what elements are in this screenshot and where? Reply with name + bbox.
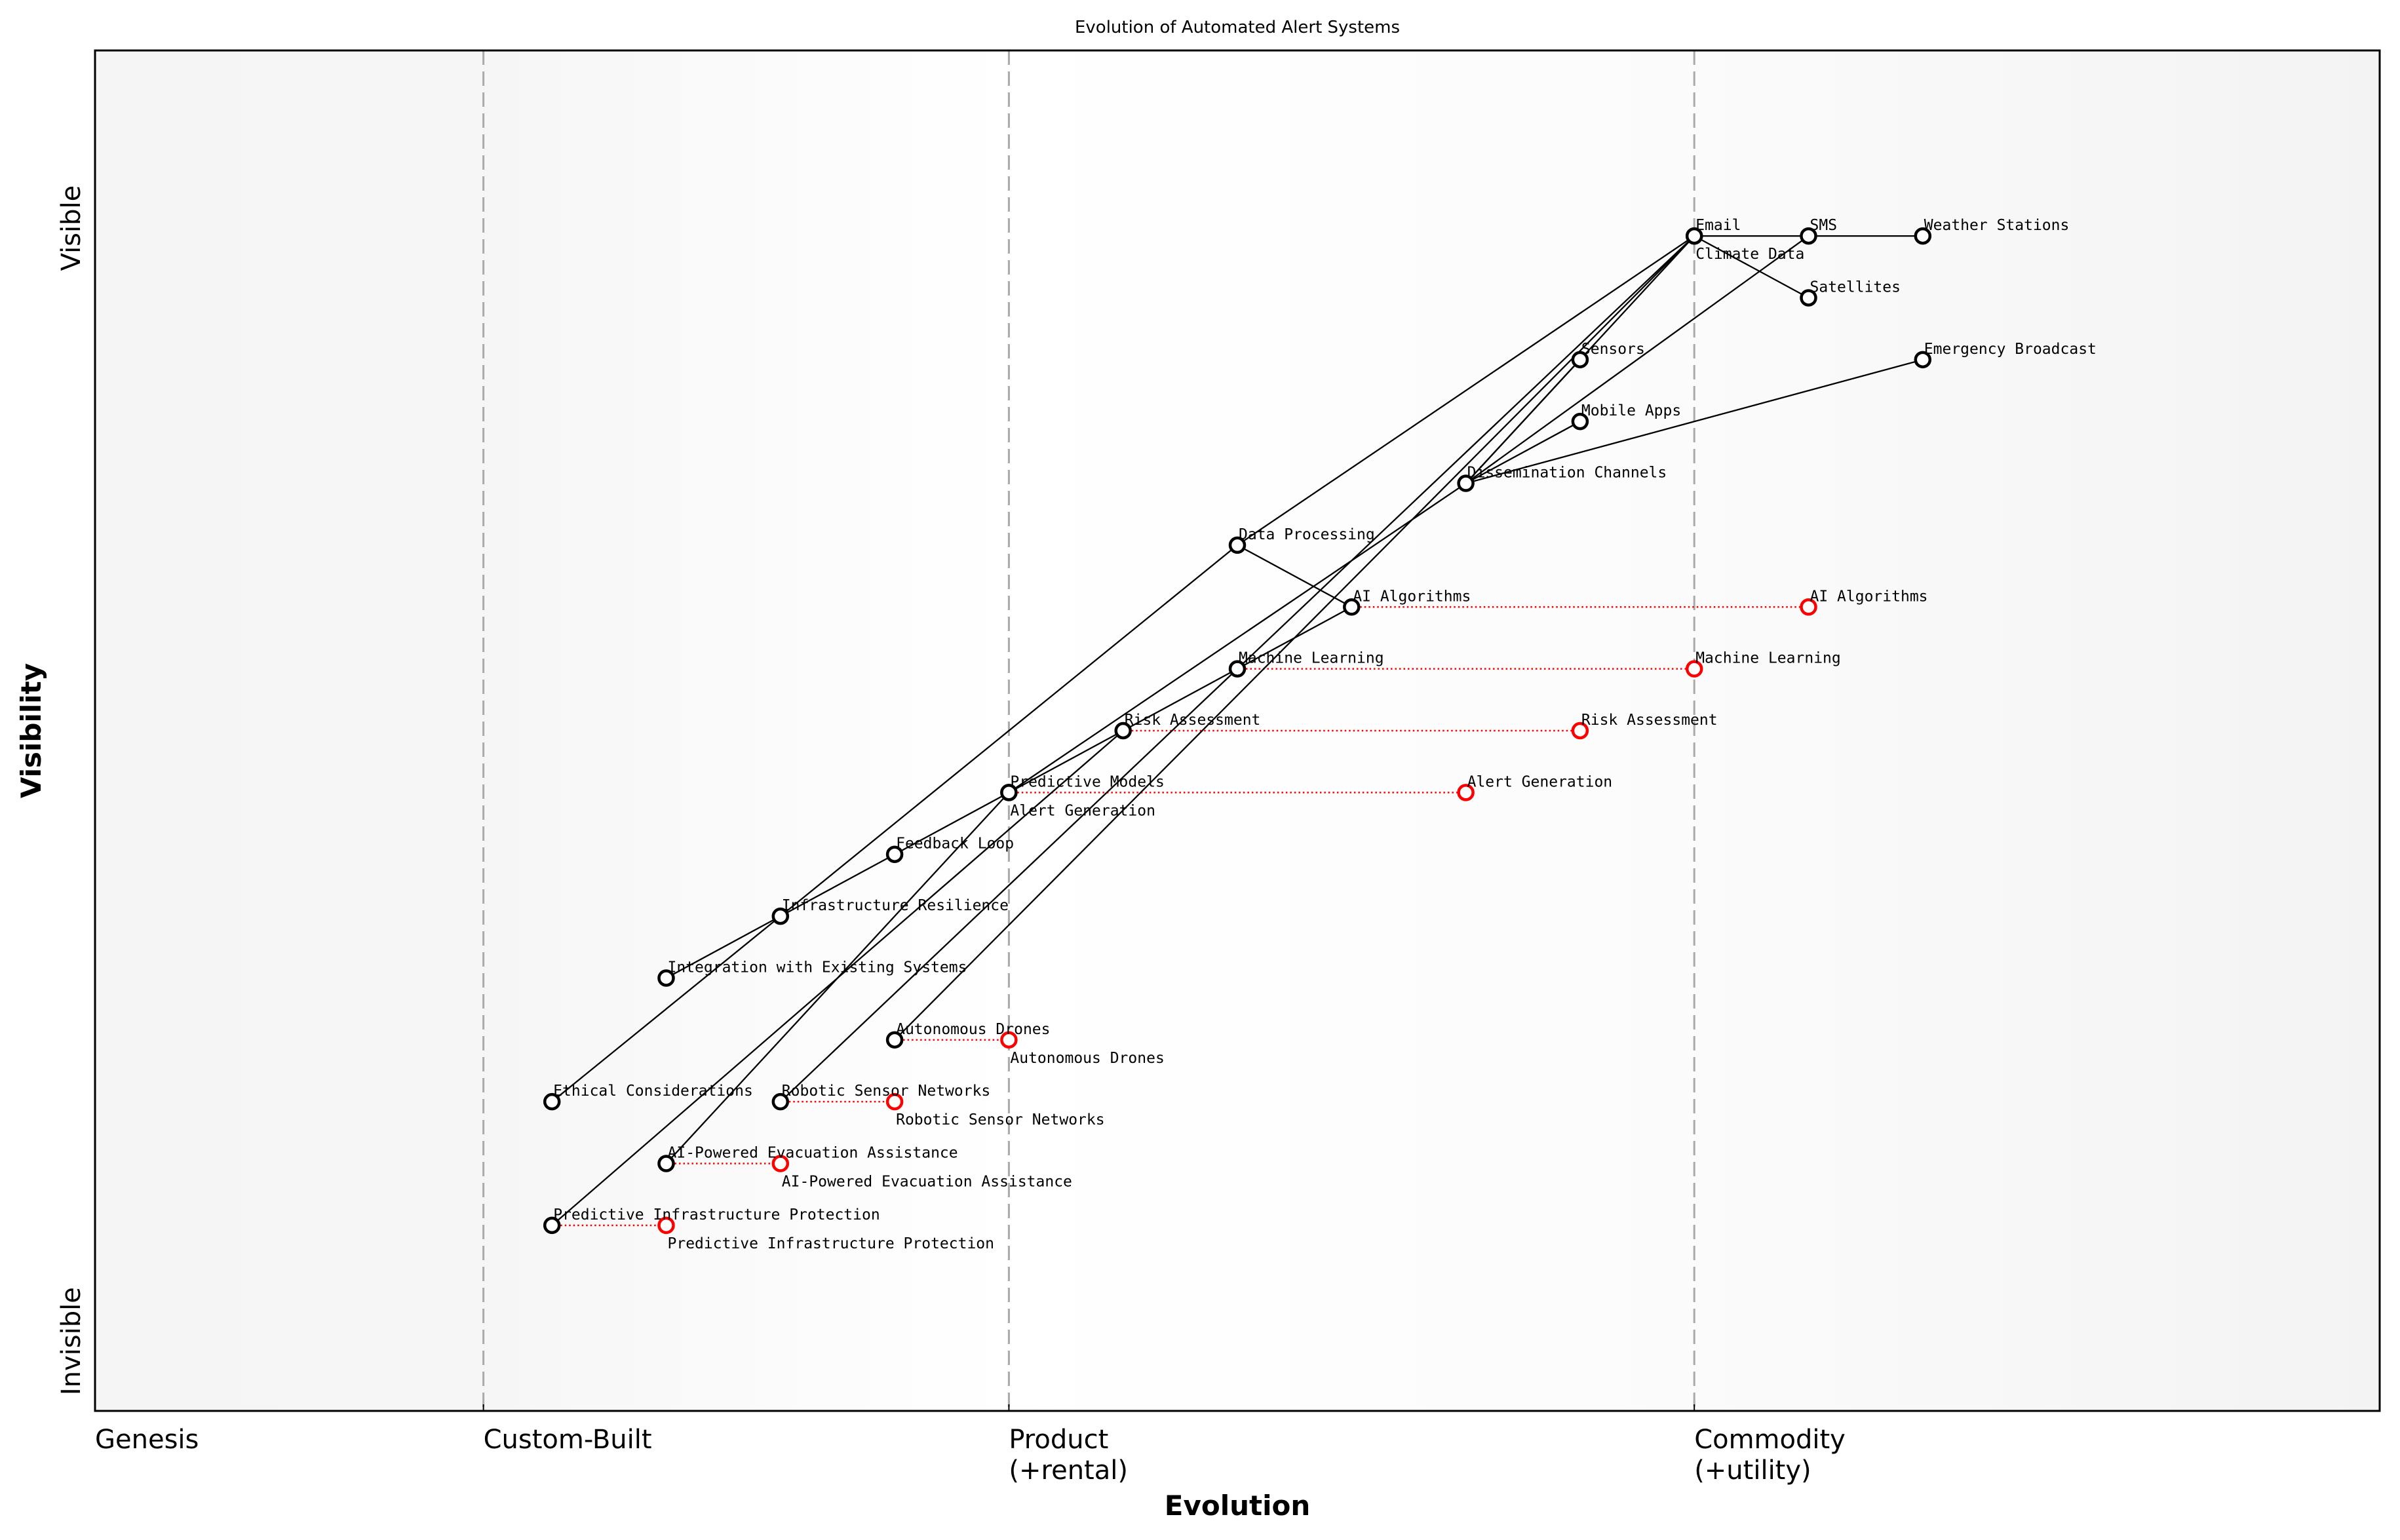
node-weather-stations	[1914, 227, 1932, 245]
label-alert-generation: Alert Generation	[1010, 802, 1155, 819]
y-tick-label-invisible: Invisible	[56, 1287, 87, 1395]
label-machine-learning: Machine Learning	[1239, 650, 1384, 667]
evolved-label-ai-powered-evacuation-assistance: AI-Powered Evacuation Assistance	[782, 1174, 1072, 1191]
evolved-node-machine-learning	[1685, 660, 1703, 678]
evolved-label-autonomous-drones: Autonomous Drones	[1010, 1050, 1164, 1067]
evolved-label-machine-learning: Machine Learning	[1695, 650, 1841, 667]
link-feedback-loop-to-predictive-models	[894, 792, 1009, 855]
label-climate-data: Climate Data	[1695, 246, 1804, 263]
label-sensors: Sensors	[1581, 341, 1645, 358]
label-feedback-loop: Feedback Loop	[896, 836, 1014, 853]
label-email: Email	[1695, 217, 1741, 234]
node-emergency-broadcast	[1914, 351, 1932, 369]
link-predictive-models-to-risk-assessment	[1008, 729, 1124, 794]
label-ai-powered-evacuation-assistance: AI-Powered Evacuation Assistance	[668, 1145, 958, 1162]
node-ai-powered-evacuation-assistance	[657, 1155, 675, 1172]
x-tick-label-genesis: Genesis	[95, 1425, 199, 1455]
node-dissemination-channels	[1457, 474, 1475, 492]
node-predictive-infrastructure-protection	[543, 1216, 561, 1235]
link-dissemination-channels-to-sms	[1465, 235, 1810, 484]
link-infrastructure-resilience-to-feedback-loop	[780, 853, 895, 917]
x-tick-label-commodity: Commodity	[1694, 1425, 1846, 1455]
evolved-label-alert-generation: Alert Generation	[1467, 773, 1613, 790]
label-satellites: Satellites	[1810, 279, 1901, 296]
evolved-label-robotic-sensor-networks: Robotic Sensor Networks	[896, 1111, 1105, 1128]
link-infrastructure-resilience-to-data-processing	[780, 545, 1238, 917]
x-tick-label-rental: (+rental)	[1009, 1455, 1128, 1486]
chart-title: Evolution of Automated Alert Systems	[1075, 18, 1400, 37]
node-sensors	[1571, 351, 1589, 369]
link-machine-learning-to-climate-data	[1237, 235, 1695, 670]
node-robotic-sensor-networks	[771, 1092, 790, 1111]
label-mobile-apps: Mobile Apps	[1581, 402, 1681, 419]
label-predictive-models: Predictive Models	[1010, 773, 1164, 790]
x-tick-label-utility: (+utility)	[1694, 1455, 1811, 1486]
label-weather-stations: Weather Stations	[1924, 217, 2070, 234]
y-axis-title: Visibility	[15, 663, 47, 798]
link-integration-with-existing-systems-to-infrastructure-resilience	[665, 915, 781, 979]
link-robotic-sensor-networks-to-machine-learning	[780, 668, 1238, 1103]
label-data-processing: Data Processing	[1239, 526, 1375, 543]
node-sms	[1800, 227, 1817, 245]
x-tick-label-custom-built: Custom-Built	[484, 1425, 652, 1455]
link-data-processing-to-ai-algorithms	[1237, 544, 1352, 608]
node-feedback-loop	[885, 845, 904, 863]
evolved-node-alert-generation	[1457, 784, 1475, 801]
link-dissemination-channels-to-mobile-apps	[1465, 421, 1581, 484]
link-autonomous-drones-to-climate-data	[894, 235, 1695, 1041]
node-infrastructure-resilience	[771, 907, 790, 925]
link-risk-assessment-to-machine-learning	[1123, 668, 1238, 732]
label-risk-assessment: Risk Assessment	[1125, 712, 1261, 729]
link-data-processing-to-climate-data	[1237, 235, 1695, 546]
label-emergency-broadcast: Emergency Broadcast	[1924, 341, 2097, 358]
x-tick-label-product: Product	[1009, 1425, 1108, 1455]
evolved-node-autonomous-drones	[1000, 1031, 1018, 1049]
label-dissemination-channels: Dissemination Channels	[1467, 465, 1667, 482]
label-autonomous-drones: Autonomous Drones	[896, 1021, 1050, 1038]
link-climate-data-to-satellites	[1694, 235, 1810, 299]
evolved-node-ai-algorithms	[1800, 598, 1817, 616]
plot-frame	[94, 49, 2381, 1412]
evolved-node-predictive-infrastructure-protection	[657, 1216, 675, 1235]
link-dissemination-channels-to-sensors	[1465, 359, 1581, 484]
label-predictive-infrastructure-protection: Predictive Infrastructure Protection	[553, 1206, 880, 1223]
node-alert-generation	[1000, 784, 1018, 801]
node-mobile-apps	[1571, 412, 1589, 431]
label-ai-algorithms: AI Algorithms	[1353, 588, 1471, 605]
node-ethical-considerations	[543, 1092, 561, 1111]
node-climate-data	[1685, 227, 1703, 245]
label-sms: SMS	[1810, 217, 1838, 234]
link-predictive-infrastructure-protection-to-risk-assessment	[551, 730, 1124, 1226]
evolved-label-ai-algorithms: AI Algorithms	[1810, 588, 1928, 605]
label-ethical-considerations: Ethical Considerations	[553, 1083, 753, 1100]
x-axis-title: Evolution	[1165, 1490, 1310, 1522]
node-satellites	[1800, 289, 1817, 307]
link-alert-generation-to-dissemination-channels	[1008, 482, 1467, 794]
node-data-processing	[1228, 536, 1247, 554]
label-infrastructure-resilience: Infrastructure Resilience	[782, 897, 1009, 914]
node-machine-learning	[1228, 660, 1247, 678]
evolved-label-risk-assessment: Risk Assessment	[1581, 712, 1718, 729]
evolved-node-robotic-sensor-networks	[885, 1092, 904, 1111]
node-autonomous-drones	[885, 1031, 904, 1049]
node-risk-assessment	[1114, 722, 1132, 740]
label-integration-with-existing-systems: Integration with Existing Systems	[668, 959, 967, 976]
evolved-node-ai-powered-evacuation-assistance	[771, 1155, 790, 1172]
y-tick-label-visible: Visible	[56, 185, 87, 271]
evolved-node-risk-assessment	[1571, 722, 1589, 740]
link-ethical-considerations-to-infrastructure-resilience	[551, 915, 781, 1103]
link-dissemination-channels-to-emergency-broadcast	[1465, 358, 1924, 484]
evolved-label-predictive-infrastructure-protection: Predictive Infrastructure Protection	[668, 1235, 995, 1252]
plot-background	[95, 50, 2380, 1411]
node-integration-with-existing-systems	[657, 969, 675, 987]
label-robotic-sensor-networks: Robotic Sensor Networks	[782, 1083, 991, 1100]
node-ai-algorithms	[1343, 598, 1361, 616]
